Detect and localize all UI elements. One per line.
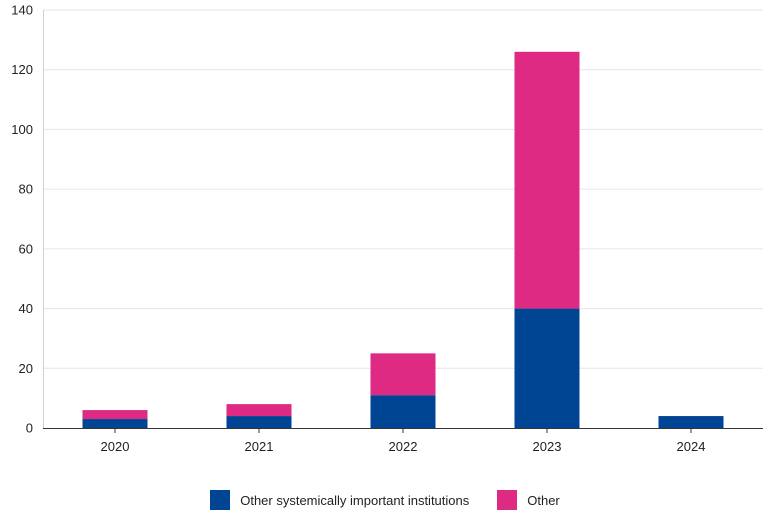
legend-swatch-osii [210,490,231,510]
legend-label-osii: Other systemically important institution… [240,492,470,508]
x-tick-label: 2022 [389,439,418,454]
y-tick-label: 80 [19,182,33,197]
bar-osii-2024 [658,416,724,428]
bar-osii-2020 [82,419,148,428]
bar-osii-2023 [514,308,580,428]
y-tick-label: 20 [19,361,33,376]
bar-other-2021 [226,404,292,417]
legend-label-other: Other [527,492,560,508]
y-tick-label: 0 [26,421,33,436]
x-tick-label: 2023 [533,439,562,454]
bar-other-2022 [370,353,436,396]
bar-osii-2021 [226,416,292,428]
legend-item-osii: Other systemically important institution… [210,490,469,510]
legend-swatch-other [497,490,518,510]
bar-other-2020 [82,410,148,420]
y-tick-label: 100 [11,122,33,137]
bar-osii-2022 [370,395,436,428]
x-tick-label: 2021 [245,439,274,454]
legend-item-other: Other [497,490,560,510]
y-tick-label: 120 [11,62,33,77]
x-tick-label: 2024 [677,439,706,454]
x-tick-label: 2020 [101,439,130,454]
y-tick-label: 40 [19,301,33,316]
legend: Other systemically important institution… [0,490,770,510]
y-tick-label: 60 [19,241,33,256]
y-tick-label: 140 [11,3,33,18]
bar-other-2023 [514,51,580,309]
